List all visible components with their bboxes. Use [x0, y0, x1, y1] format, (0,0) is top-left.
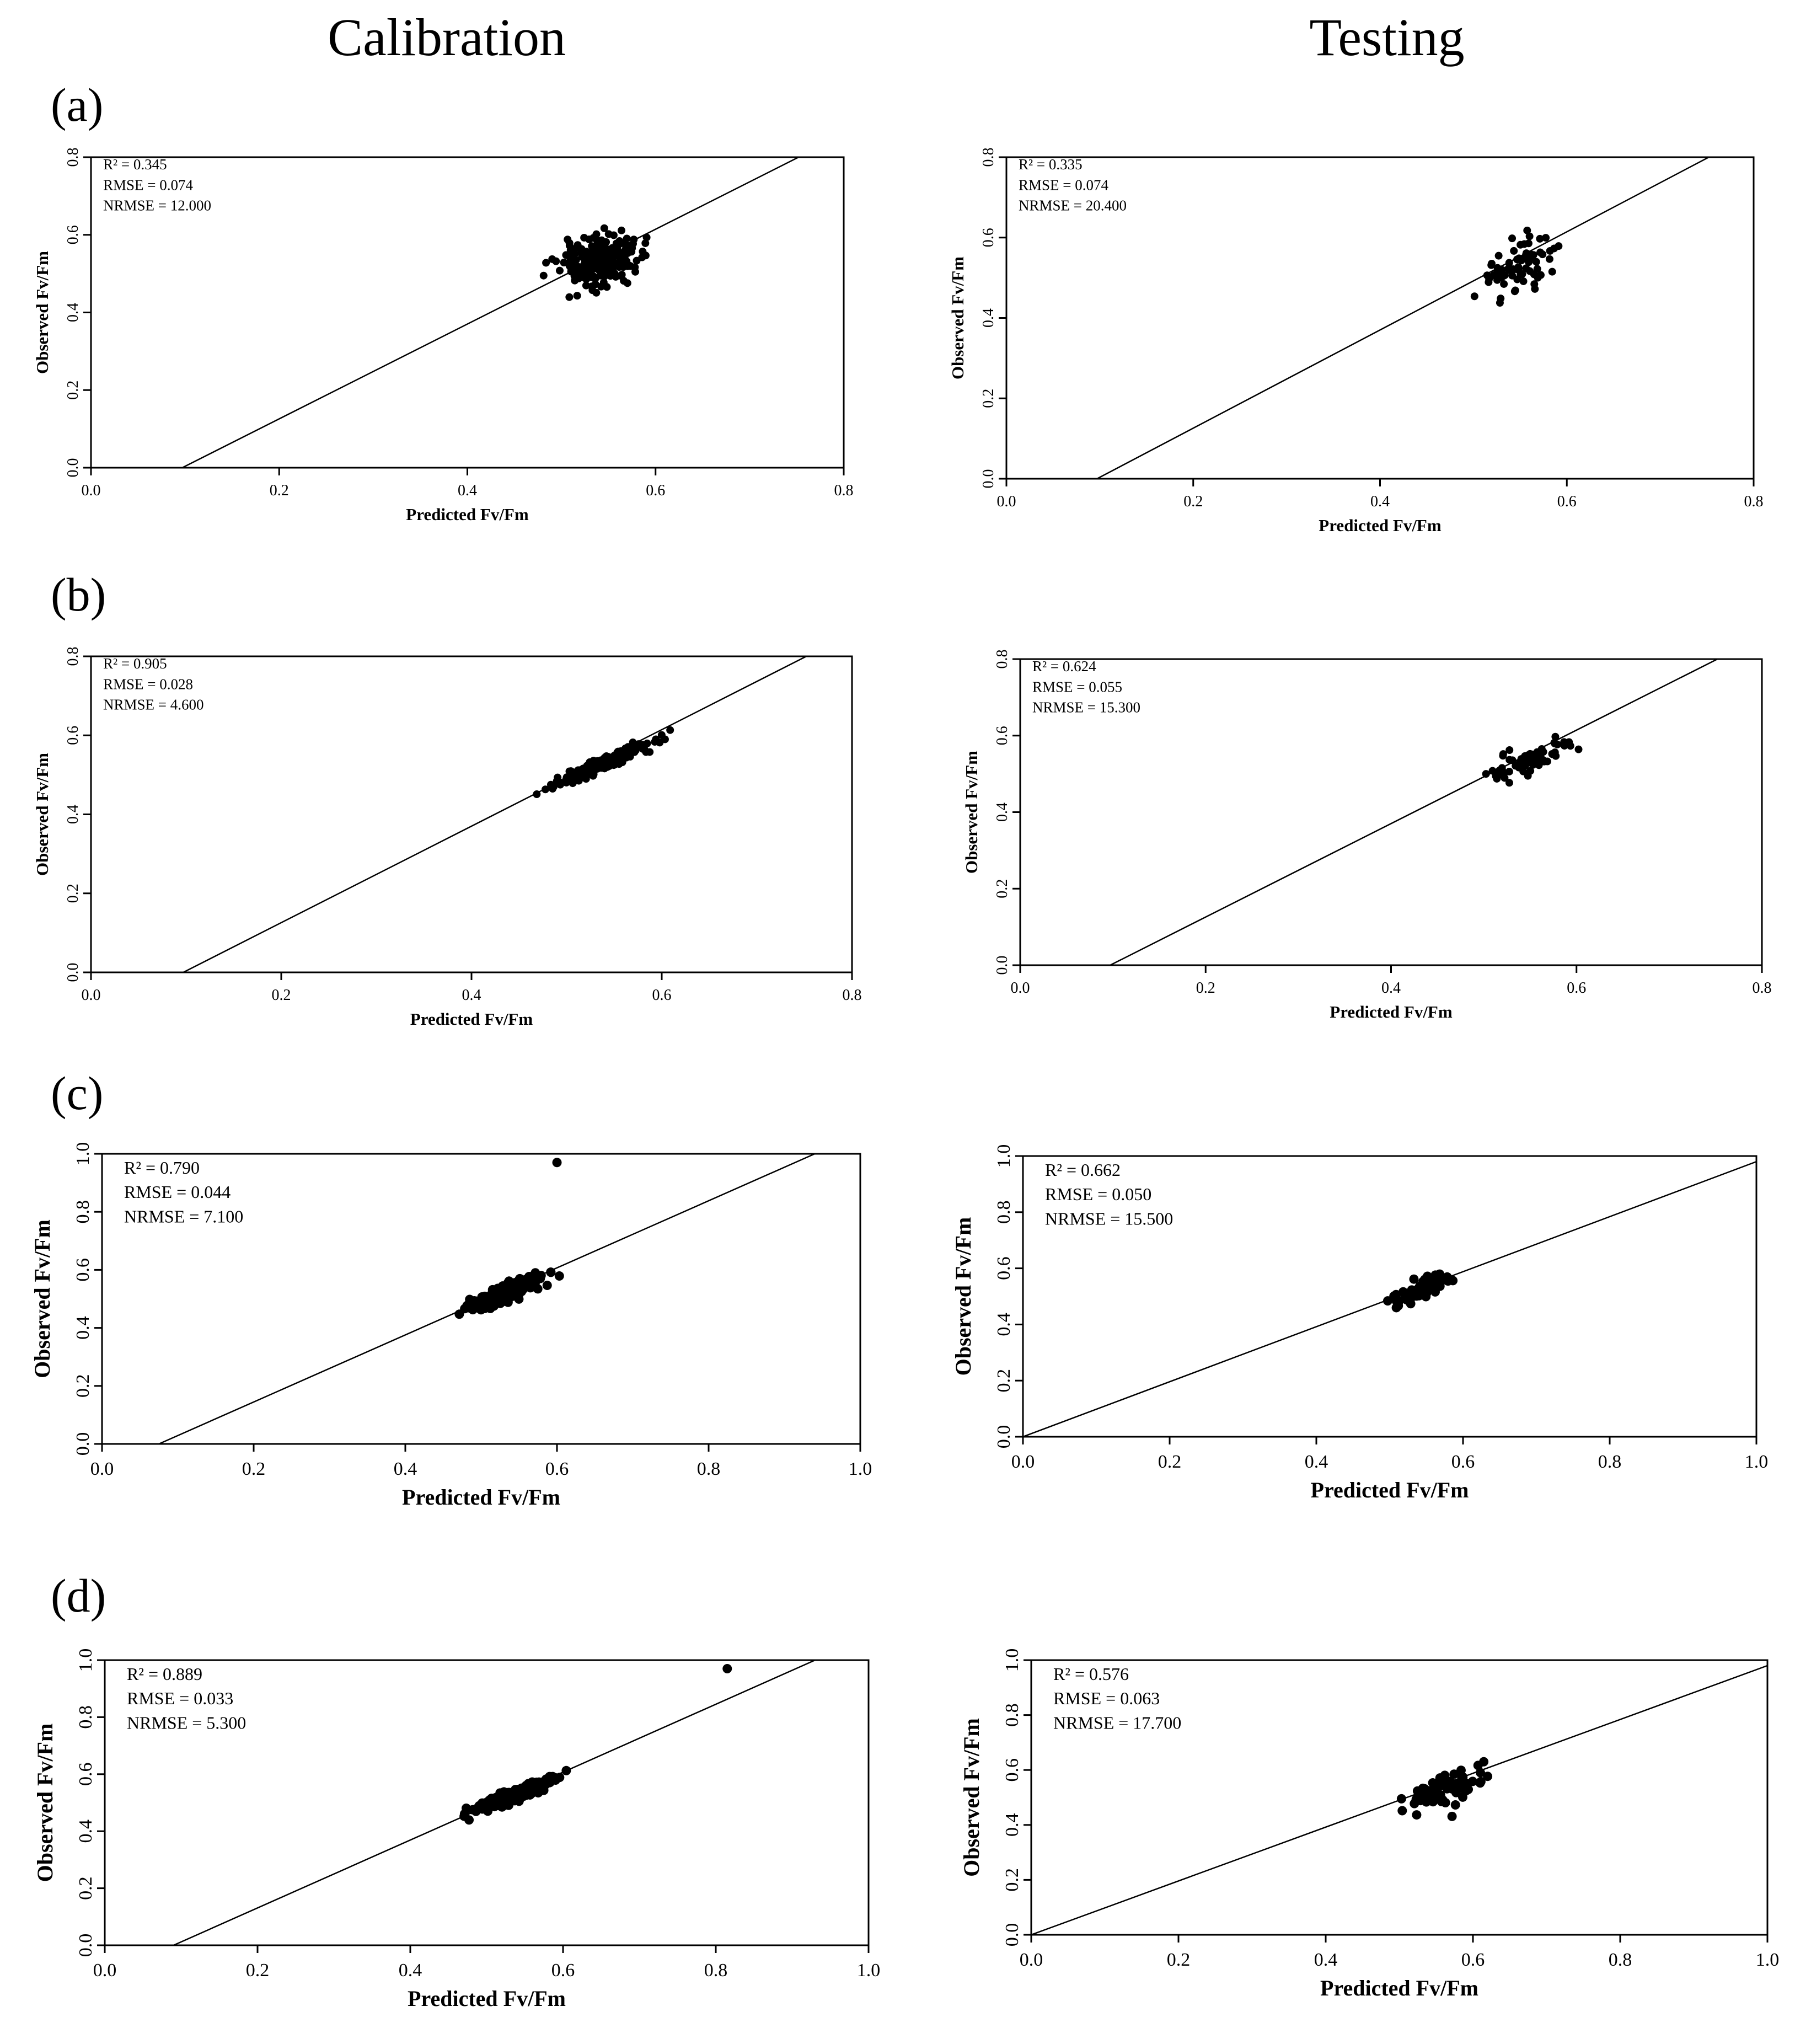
stats-line-3: NRMSE = 12.000: [103, 197, 211, 214]
scatter-point: [617, 272, 625, 280]
scatter-point: [566, 263, 575, 271]
stats-line-2: RMSE = 0.074: [103, 176, 194, 193]
scatter-point: [580, 233, 588, 242]
scatter-point: [542, 259, 550, 267]
scatter-point: [610, 270, 619, 278]
scatter-point: [565, 293, 574, 301]
scatter-point: [613, 248, 621, 256]
scatter-point: [633, 256, 641, 265]
scatter-point: [589, 234, 597, 242]
scatter-point: [620, 248, 629, 256]
scatter-point: [641, 252, 650, 260]
x-axis-label: Predicted Fv/Fm: [406, 505, 529, 524]
scatter-point: [641, 239, 650, 247]
scatter-point: [560, 258, 568, 266]
row-label-d: (d): [51, 1569, 106, 1622]
scatter-point: [591, 244, 599, 252]
y-tick-label: 0.0: [65, 458, 82, 478]
scatter-point: [623, 234, 631, 243]
scatter-point: [589, 250, 597, 258]
scatter-point: [601, 263, 609, 271]
scatter-point: [597, 282, 606, 291]
y-tick-label: 0.8: [65, 148, 82, 167]
scatter-point: [582, 248, 591, 256]
scatter-point: [602, 238, 610, 246]
scatter-point: [600, 224, 608, 232]
x-tick-label: 0.8: [834, 482, 854, 499]
x-tick-label: 0.2: [270, 482, 289, 499]
stats-line-1: R² = 0.345: [103, 156, 167, 173]
row-label-c: (c): [51, 1067, 104, 1120]
x-tick-label: 0.6: [646, 482, 665, 499]
scatter-point: [585, 264, 593, 272]
scatter-point: [572, 256, 580, 264]
scatter-point: [597, 249, 605, 258]
y-tick-label: 0.4: [65, 303, 82, 322]
scatter-point: [603, 283, 611, 291]
scatter-point: [620, 254, 628, 262]
scatter-point: [617, 263, 625, 271]
scatter-point: [604, 230, 613, 238]
row-label-a: (a): [51, 78, 104, 131]
scatter-point: [573, 292, 581, 300]
row-label-b: (b): [51, 568, 106, 621]
scatter-point: [571, 276, 579, 285]
scatter-point: [539, 271, 548, 280]
scatter-point: [617, 226, 625, 234]
scatter-point: [555, 266, 564, 275]
scatter-point: [577, 264, 585, 272]
calibration-column-title: Calibration: [328, 8, 566, 67]
scatter-point: [565, 253, 574, 261]
x-tick-label: 0.0: [82, 482, 101, 499]
scatter-point: [564, 236, 572, 244]
scatter-point: [642, 233, 651, 242]
testing-column-title: Testing: [1309, 8, 1465, 67]
scatter-point: [628, 244, 636, 252]
y-tick-label: 0.2: [65, 381, 82, 400]
x-tick-label: 0.4: [458, 482, 477, 499]
y-axis-label: Observed Fv/Fm: [33, 251, 52, 374]
scatter-point: [583, 255, 592, 263]
scatter-point: [566, 246, 575, 254]
scatter-point: [630, 236, 638, 244]
scatter-point: [548, 255, 556, 263]
scatter-point: [594, 258, 603, 266]
scatter-point: [588, 273, 597, 281]
y-tick-label: 0.6: [65, 225, 82, 244]
scatter-point: [587, 282, 596, 291]
scatter-point: [631, 267, 640, 276]
fit-line: [181, 157, 799, 468]
